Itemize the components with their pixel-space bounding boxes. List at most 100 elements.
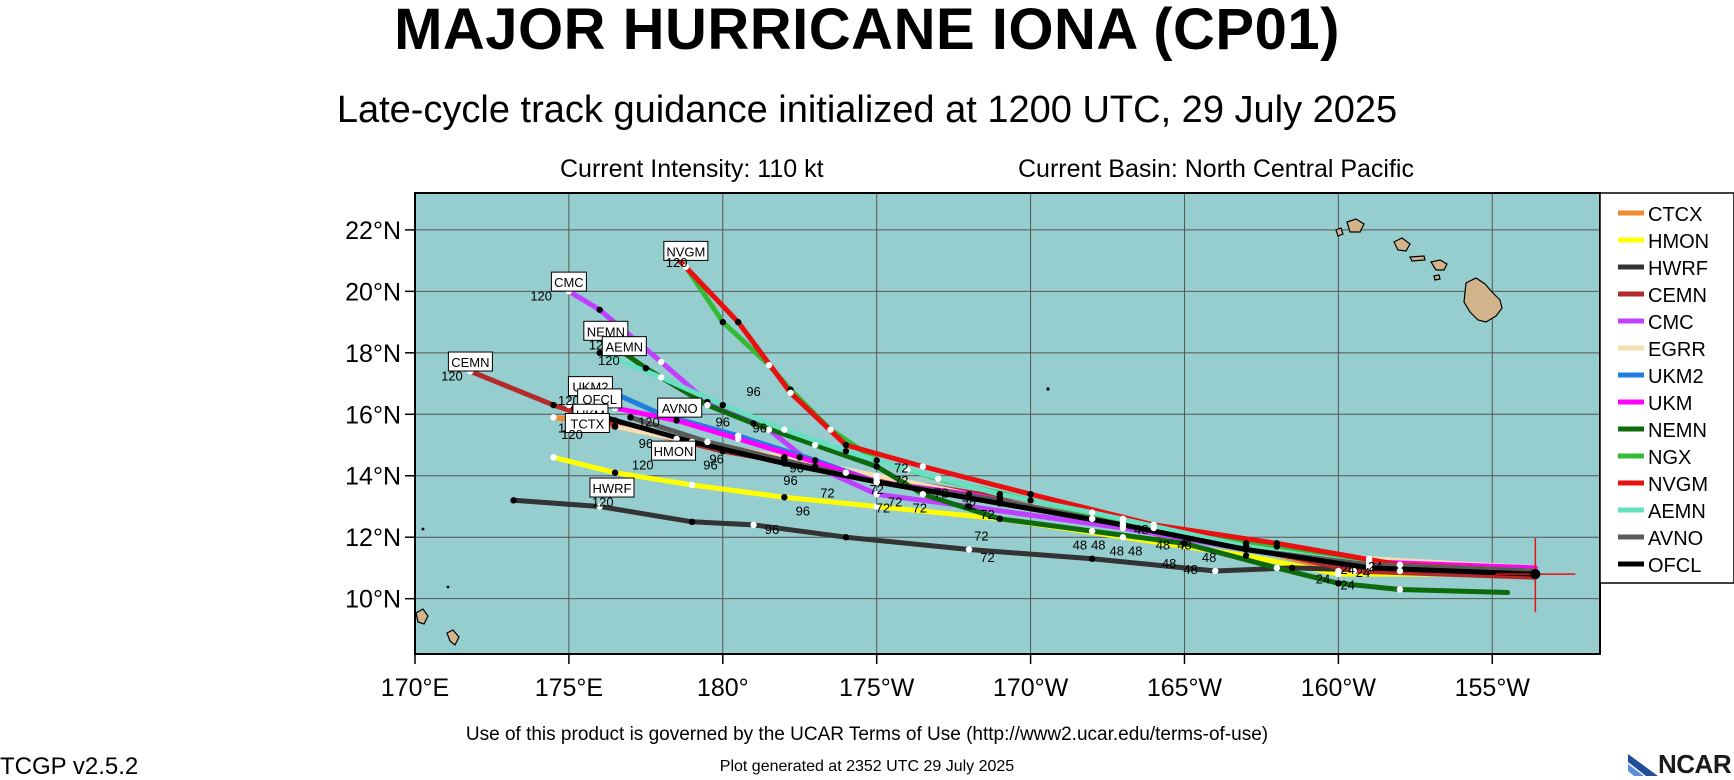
kahoolawe-island (1433, 274, 1441, 281)
legend-label-hmon: HMON (1648, 231, 1709, 253)
legend-label-ctcx: CTCX (1648, 204, 1702, 226)
legend-label-avno: AVNO (1648, 528, 1703, 550)
lat-tick-label: 14°N (345, 463, 401, 491)
forecast-hour-label: 96 (752, 421, 766, 436)
legend-label-egrr: EGRR (1648, 339, 1706, 361)
legend-box (1599, 192, 1734, 584)
lon-tick-label: 165°W (1147, 674, 1223, 702)
legend-label-ukm2: UKM2 (1648, 366, 1704, 388)
forecast-hour-label: 96 (746, 384, 760, 399)
track-point (1273, 540, 1281, 547)
lat-tick-label: 20°N (345, 278, 401, 306)
track-point (596, 306, 603, 313)
track-end-label-box (589, 477, 635, 498)
track-point (996, 515, 1004, 522)
track-point (1273, 564, 1281, 572)
lon-tick-label: 170°E (381, 674, 449, 702)
kauai-island (1346, 218, 1365, 233)
track-point (1119, 521, 1127, 529)
track-point (1396, 567, 1404, 575)
track-point (1350, 567, 1357, 575)
track-end-label-box (663, 240, 709, 261)
track-point (673, 417, 680, 424)
track-point (873, 463, 880, 470)
version-label: TCGP v2.5.2 (0, 753, 139, 780)
forecast-hour-label: 48 (1110, 544, 1124, 559)
track-point (811, 441, 819, 449)
track-point (1088, 509, 1096, 516)
legend-label-cemn: CEMN (1648, 285, 1707, 307)
lat-tick-label: 16°N (345, 401, 401, 429)
track-point (765, 426, 773, 433)
forecast-hour-label: 96 (765, 522, 779, 537)
forecast-hour-label: 72 (934, 485, 948, 500)
track-point (996, 490, 1004, 498)
forecast-hour-label: 48 (1177, 538, 1191, 553)
track-point (781, 426, 788, 433)
forecast-hour-label: 96 (783, 473, 797, 488)
forecast-hour-label: 96 (639, 436, 653, 451)
page-subtitle: Late-cycle track guidance initialized at… (336, 89, 1398, 131)
lon-tick-label: 175°W (839, 674, 915, 702)
track-nemn (612, 344, 1511, 595)
track-point (765, 361, 773, 369)
track-point (734, 318, 742, 326)
track-point (1088, 515, 1096, 522)
track-point (935, 475, 942, 483)
forecast-hour-label: 72 (869, 482, 883, 497)
track-point (1212, 567, 1219, 575)
ncar-logo-icon (1628, 754, 1658, 776)
track-point (550, 454, 557, 461)
track-point (811, 463, 819, 470)
forecast-hour-label: 72 (876, 501, 890, 516)
track-end-hour-label: 120 (561, 427, 583, 442)
track-point (781, 460, 788, 467)
lon-tick-label: 175°E (535, 674, 603, 702)
page-title: MAJOR HURRICANE IONA (CP01) (394, 0, 1340, 62)
current-basin: Current Basin: North Central Pacific (1018, 155, 1414, 183)
forecast-hour-label: 72 (820, 485, 834, 500)
track-point (550, 401, 557, 409)
forecast-hour-label: 72 (913, 501, 927, 516)
track-end-label: HMON (654, 444, 694, 459)
track-point (919, 463, 927, 470)
track-point (1335, 570, 1342, 578)
lat-tick-label: 18°N (345, 340, 401, 368)
track-point (1335, 580, 1342, 587)
small-islet (421, 527, 425, 531)
track-point (919, 490, 927, 498)
legend-label-cmc: CMC (1648, 312, 1694, 334)
track-end-hour-label: 120 (592, 494, 614, 509)
track-point (611, 469, 619, 476)
track-point (842, 447, 850, 455)
track-point (1088, 527, 1096, 535)
track-point (811, 457, 819, 464)
forecast-hour-label: 24 (1368, 559, 1382, 574)
track-point (682, 263, 690, 270)
forecast-hour-label: 72 (980, 507, 994, 522)
forecast-hour-label: 24 (1356, 565, 1370, 580)
track-point (704, 438, 711, 446)
ncar-logo: NCAR (1628, 750, 1732, 778)
forecast-hour-label: 24 (1340, 562, 1354, 577)
current-intensity: Current Intensity: 110 kt (560, 155, 824, 183)
terms-of-use: Use of this product is governed by the U… (465, 724, 1269, 745)
track-point (1396, 561, 1404, 569)
track-point (787, 389, 794, 396)
track-end-label: AVNO (662, 401, 698, 416)
forecast-hour-label: 48 (1162, 556, 1176, 571)
track-point (1365, 564, 1373, 572)
oahu-island (1393, 237, 1411, 252)
track-point (1289, 564, 1296, 572)
legend-label-aemn: AEMN (1648, 501, 1706, 523)
track-point (734, 435, 742, 443)
forecast-hour-label: 72 (888, 494, 902, 509)
track-end-hour-label: 120 (666, 255, 688, 270)
forecast-hour-label: 96 (703, 458, 717, 473)
track-point (965, 490, 973, 498)
legend-label-nemn: NEMN (1648, 420, 1707, 442)
forecast-hour-label: 24 (1340, 577, 1354, 592)
track-point (719, 401, 726, 409)
